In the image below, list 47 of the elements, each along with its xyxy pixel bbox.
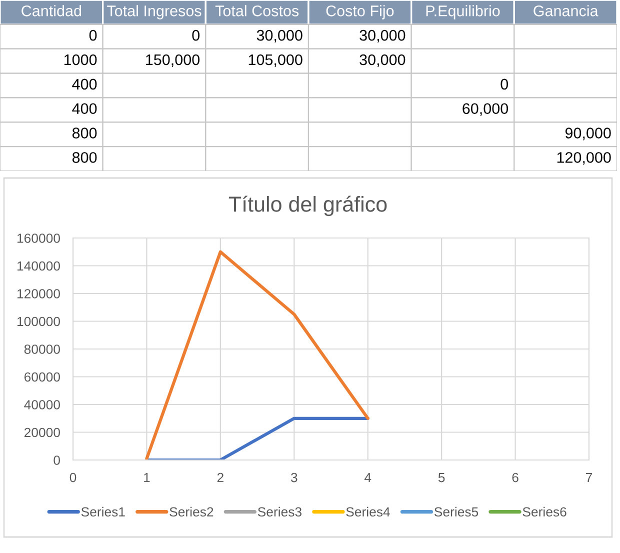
x-tick-label: 7 [586, 472, 592, 482]
category-label: Costo Fijo [326, 5, 394, 20]
text: 1000 [64, 54, 97, 66]
x-tick-label: 1 [144, 472, 150, 482]
y-tick-label: 20000 [24, 428, 60, 438]
text: 90,000 [565, 128, 611, 140]
y-tick-label: 120000 [17, 289, 60, 298]
legend-label: Series2 [170, 506, 214, 517]
text: 150,000 [146, 54, 200, 67]
text: 120,000 [557, 152, 611, 165]
text: 105,000 [248, 54, 302, 67]
y-tick-label: 0 [54, 456, 60, 465]
category-label: Cantidad [22, 5, 82, 16]
y-tick-label: 60000 [24, 372, 60, 382]
legend-label: Series3 [258, 506, 302, 517]
x-tick-label: 2 [217, 472, 224, 482]
text: 30,000 [256, 30, 302, 43]
chart-title: Título del gráfico [228, 196, 387, 216]
y-tick-label: 40000 [24, 400, 60, 410]
text: 800 [72, 128, 97, 138]
x-tick-label: 4 [364, 472, 372, 482]
text: 0 [500, 78, 508, 90]
text: 0 [192, 30, 200, 41]
category-label: Total Costos [215, 5, 299, 16]
category-label: Ganancia [534, 5, 598, 16]
text: 30,000 [360, 30, 406, 43]
x-tick-label: 0 [70, 472, 76, 482]
y-tick-label: 80000 [24, 344, 60, 354]
y-tick-label: 140000 [17, 261, 60, 271]
category-label: P.Equilibrio [426, 5, 500, 20]
text: 400 [72, 103, 97, 114]
y-tick-label: 100000 [17, 316, 60, 326]
legend-label: Series5 [434, 506, 478, 517]
text: 400 [72, 78, 97, 90]
x-tick-label: 5 [438, 472, 445, 482]
text: 0 [89, 30, 97, 41]
legend-label: Series4 [346, 506, 390, 517]
legend-label: Series1 [81, 506, 125, 517]
x-tick-label: 3 [290, 472, 298, 482]
y-tick-label: 160000 [17, 234, 60, 243]
line-series [145, 250, 370, 460]
text: 30,000 [360, 54, 406, 67]
legend-label: Series6 [522, 506, 566, 517]
x-tick-label: 6 [512, 472, 518, 482]
text: 60,000 [462, 103, 508, 116]
text: 800 [72, 152, 97, 163]
category-label: Total Ingresos [107, 5, 202, 20]
